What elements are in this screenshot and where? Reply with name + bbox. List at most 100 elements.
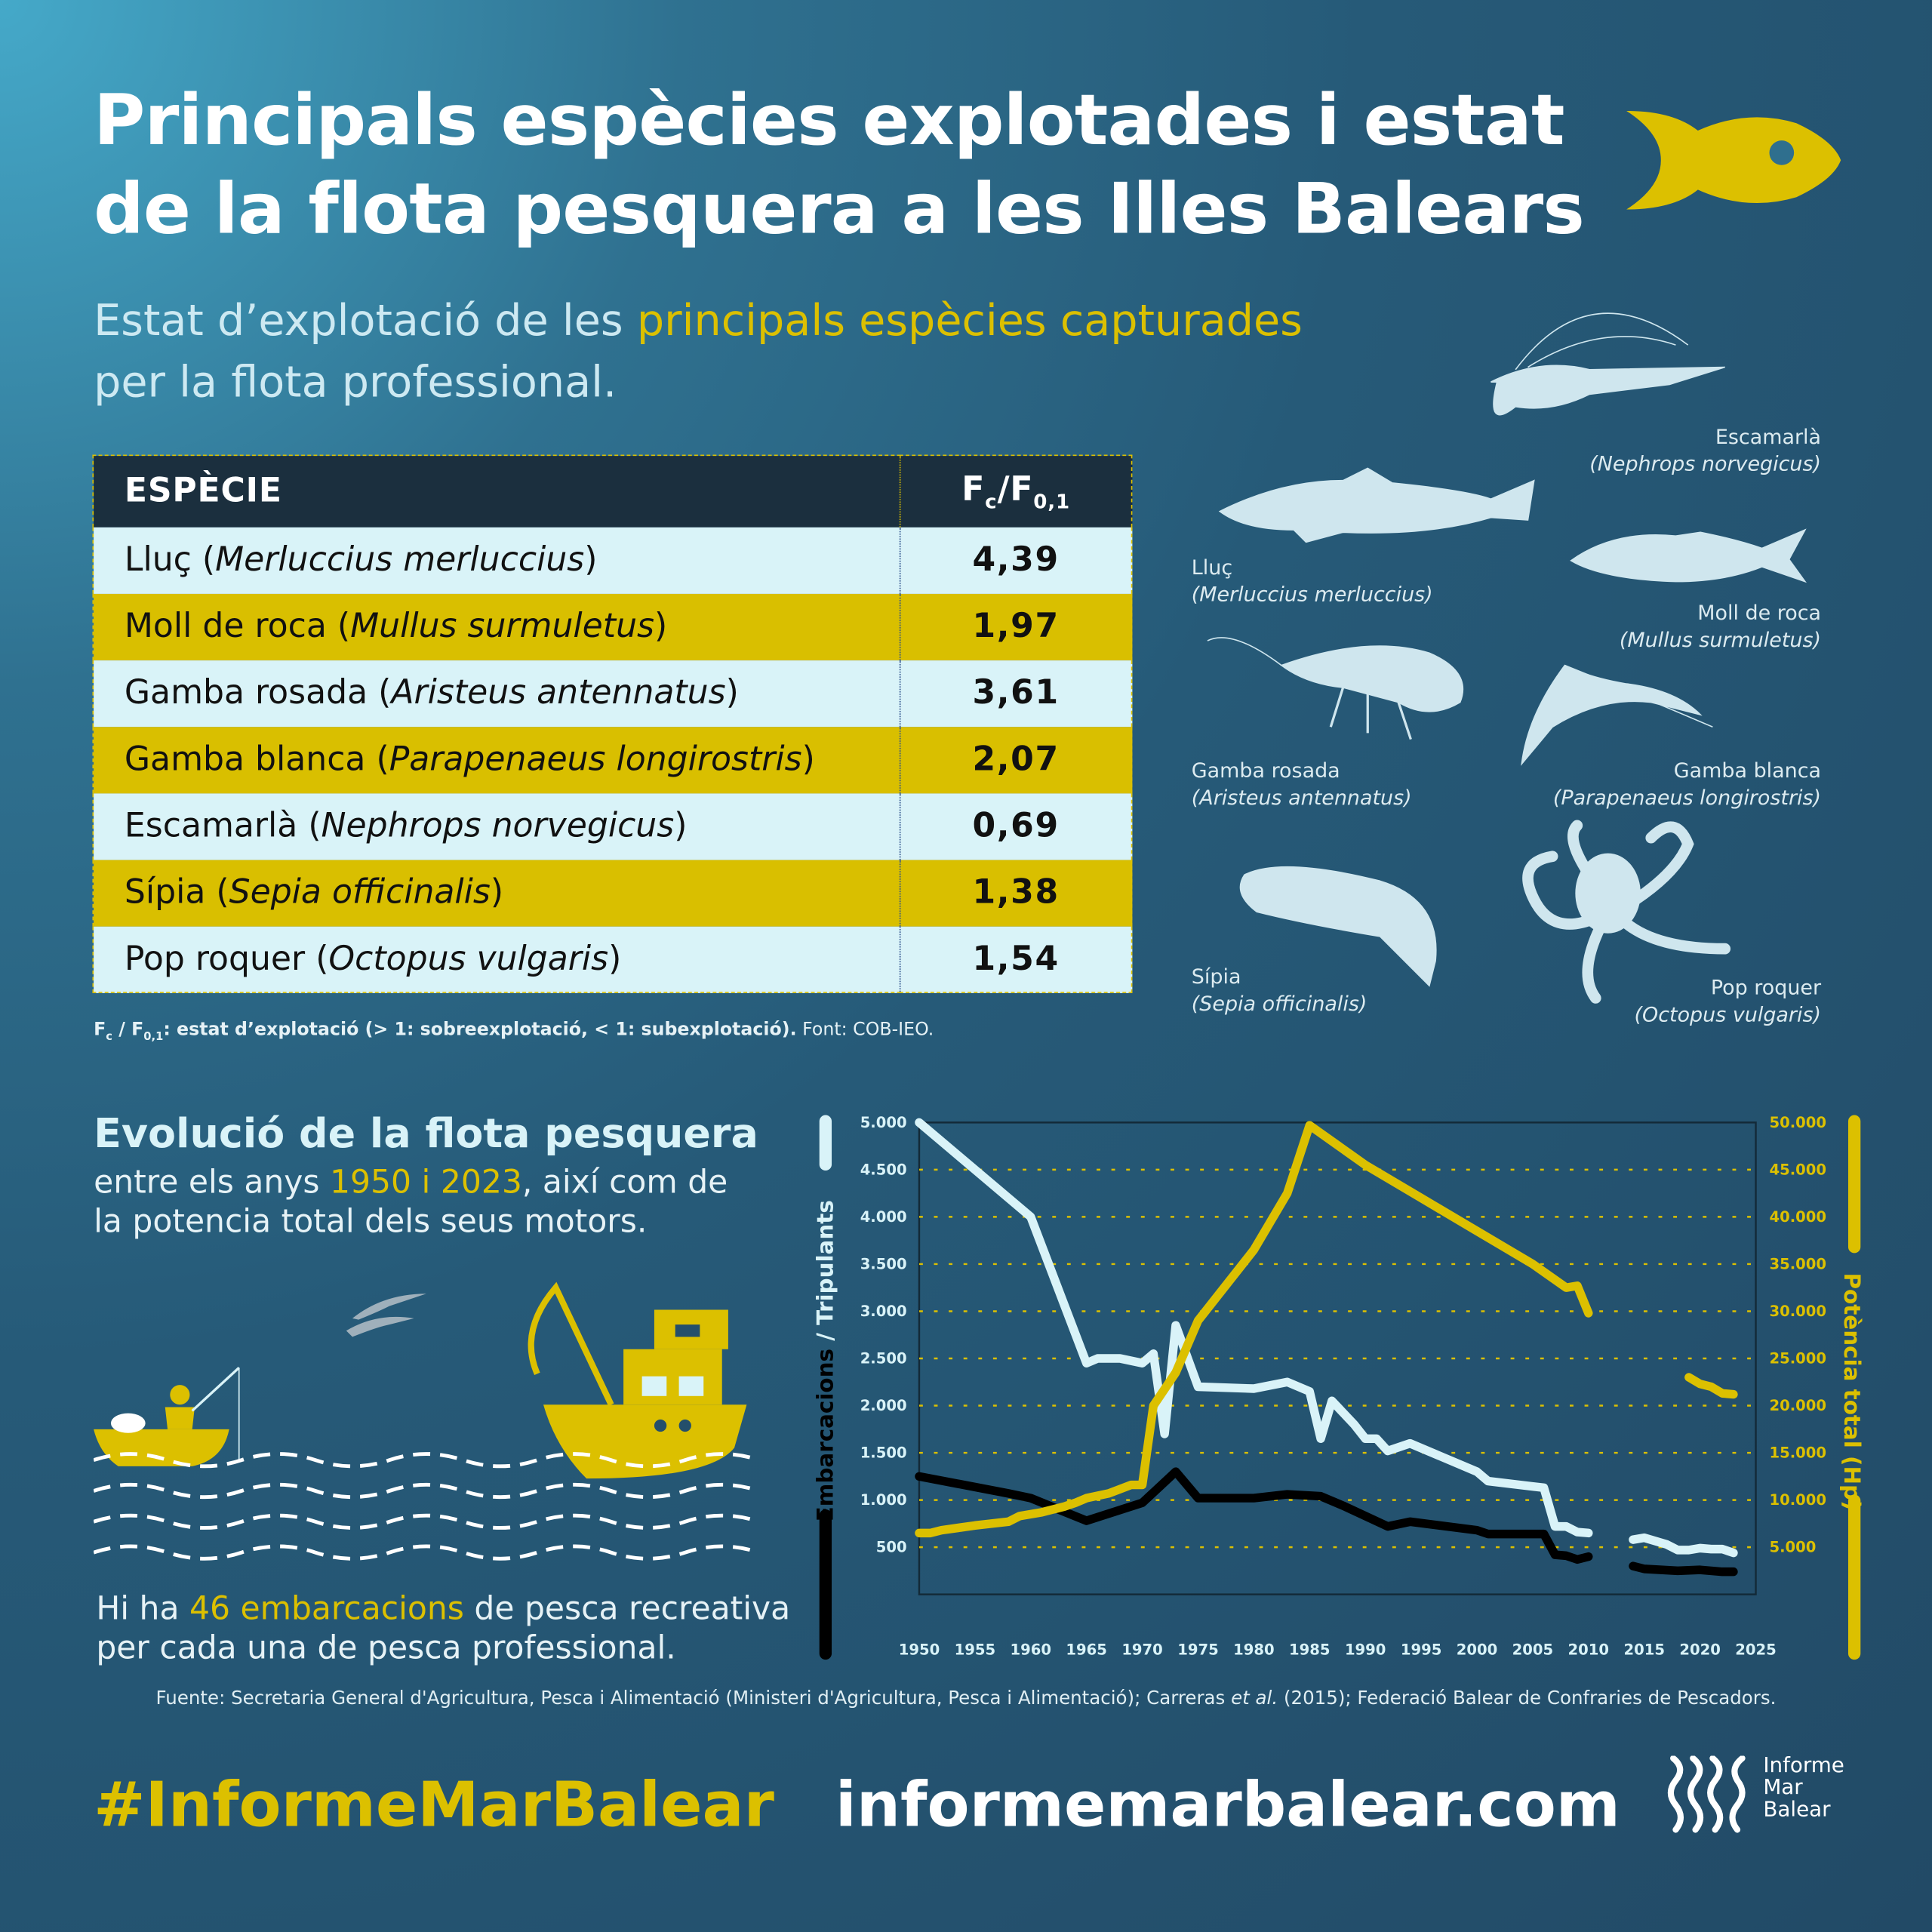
y-tick-right: 20.000 [1769,1397,1826,1414]
subtitle-text: Estat d’explotació de les [94,297,637,346]
series-line-potència [1684,1373,1738,1399]
table-row: Moll de roca (Mullus surmuletus) 1,97 [93,593,1132,660]
page-title: Principals espècies explotades i estat d… [94,76,1585,254]
table-footnote: Fc / F0,1: estat d’explotació (> 1: sobr… [94,1020,934,1044]
y-tick-right: 15.000 [1769,1444,1826,1462]
title-line-1: Principals espècies explotades i estat [94,80,1564,162]
species-label: Pop roquer (Octopus vulgaris) [1634,976,1822,1026]
y-tick-left: 4.500 [860,1161,907,1178]
species-label: Escamarlà (Nephrops norvegicus) [1589,425,1822,476]
series-line-embarcacions [915,1467,1593,1564]
species-name: Pop roquer (Octopus vulgaris) [93,925,900,993]
cuttlefish-illustration [1239,866,1437,987]
series-line-embarcacions [1629,1561,1738,1577]
legend-bar-tripulants [819,1115,832,1171]
exploitation-value: 1,38 [899,859,1132,926]
y-tick-right: 45.000 [1769,1161,1826,1178]
y-tick-left: 5.000 [860,1114,907,1131]
species-label: Sípia (Sepia officinalis) [1191,964,1367,1016]
fleet-subheading: entre els anys 1950 i 2023, així com de … [94,1164,728,1241]
x-tick: 2010 [1568,1641,1610,1659]
species-name: Escamarlà (Nephrops norvegicus) [93,792,900,860]
y-tick-right: 5.000 [1769,1539,1816,1556]
series-line-potència [915,1121,1593,1538]
x-tick: 2020 [1679,1641,1721,1659]
red-shrimp-illustration [1207,637,1464,740]
x-tick: 1960 [1011,1641,1052,1659]
rowboat-fisher-icon [94,1367,240,1466]
y-tick-left: 2.000 [860,1397,907,1414]
species-name: Lluç (Merluccius merluccius) [93,526,900,594]
y-tick-right: 25.000 [1769,1350,1826,1367]
exploitation-value: 1,97 [899,593,1132,660]
x-tick: 2005 [1512,1641,1554,1659]
y-tick-right: 40.000 [1769,1208,1826,1226]
species-name: Moll de roca (Mullus surmuletus) [93,593,900,660]
species-label: Gamba blanca (Parapenaeus longirostris) [1552,758,1822,810]
legend-bar-potencia-bottom [1847,1494,1861,1660]
subtitle-line-2: per la flota professional. [94,358,617,408]
table-row: Escamarlà (Nephrops norvegicus) 0,69 [93,792,1132,860]
y-tick-left: 4.000 [860,1208,907,1226]
title-line-2: de la flota pesquera a les Illes Balears [94,168,1585,251]
y-tick-left: 500 [876,1539,907,1556]
waves-icon [94,1452,759,1561]
website-link[interactable]: informemarbalear.com [835,1769,1620,1841]
right-axis-label: Potència total (Hp) [1839,1273,1865,1511]
y-tick-right: 35.000 [1769,1255,1826,1272]
table-row: Gamba rosada (Aristeus antennatus) 3,61 [93,660,1132,727]
hake-illustration [1218,467,1535,543]
x-tick: 1955 [955,1641,996,1659]
fish-icon [1626,110,1841,210]
white-shrimp-illustration [1521,664,1713,766]
x-tick: 1965 [1066,1641,1106,1659]
x-tick: 1985 [1289,1641,1331,1659]
x-tick: 1990 [1345,1641,1386,1659]
hashtag: #InformeMarBalear [94,1769,774,1841]
x-tick: 1980 [1233,1641,1275,1659]
table-header: ESPÈCIE Fc/F0,1 [93,455,1132,527]
species-name: Gamba blanca (Parapenaeus longirostris) [93,726,900,793]
legend-bar-potencia-top [1847,1115,1861,1254]
octopus-illustration [1522,820,1731,1004]
x-tick: 1975 [1177,1641,1219,1659]
table-row: Lluç (Merluccius merluccius) 4,39 [93,526,1132,594]
series-line-tripulants [915,1118,1593,1538]
table-row: Pop roquer (Octopus vulgaris) 1,54 [93,925,1132,993]
y-tick-right: 30.000 [1769,1303,1826,1320]
species-illustrations [1207,312,1807,1004]
x-tick: 2015 [1623,1641,1665,1659]
exploitation-value: 0,69 [899,792,1132,860]
seagulls-icon [346,1294,426,1337]
table-row: Sípia (Sepia officinalis) 1,38 [93,859,1132,926]
exploitation-value: 1,54 [899,925,1132,993]
nephrops-illustration [1491,312,1725,416]
wave-logo-icon [1667,1755,1746,1833]
subtitle-highlight: principals espècies capturades [636,297,1303,346]
y-tick-left: 1.000 [860,1491,907,1509]
x-tick: 1995 [1401,1641,1442,1659]
exploitation-value: 2,07 [899,726,1132,793]
species-label: Lluç (Merluccius merluccius) [1191,555,1433,607]
species-label: Moll de roca (Mullus surmuletus) [1619,601,1822,652]
y-tick-right: 50.000 [1769,1114,1826,1131]
fleet-heading: Evolució de la flota pesquera [94,1109,758,1158]
header-species: ESPÈCIE [93,455,900,527]
recreational-note: Hi ha 46 embarcacions de pesca recreativ… [96,1590,791,1667]
y-tick-left: 3.500 [860,1255,907,1272]
fishing-boat-icon [528,1281,747,1479]
source-line: Fuente: Secretaria General d'Agricultura… [155,1687,1777,1709]
species-label: Gamba rosada (Aristeus antennatus) [1191,758,1412,810]
exploitation-value: 4,39 [899,526,1132,594]
species-name: Gamba rosada (Aristeus antennatus) [93,660,900,727]
left-axis-label: Embarcacions / Tripulants [813,1200,838,1521]
y-tick-left: 1.500 [860,1444,907,1462]
table-row: Gamba blanca (Parapenaeus longirostris) 2… [93,726,1132,793]
red-mullet-illustration [1570,528,1807,583]
logo-text: Informe Mar Balear [1763,1753,1844,1823]
x-tick: 2000 [1457,1641,1498,1659]
x-tick: 2025 [1735,1641,1777,1659]
y-tick-right: 10.000 [1769,1491,1826,1509]
